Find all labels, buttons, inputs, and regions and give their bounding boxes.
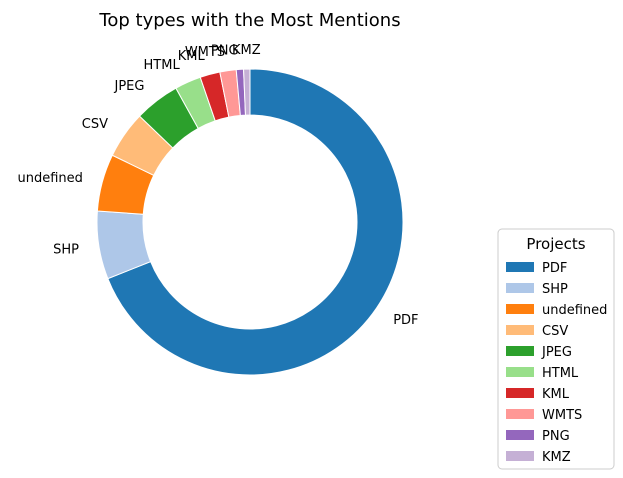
legend-swatch-kml — [506, 388, 534, 398]
legend-swatch-pdf — [506, 262, 534, 272]
legend-label-csv: CSV — [542, 324, 568, 339]
slice-label-wmts: WMTS — [185, 45, 225, 60]
legend: Projects PDF SHP undefined CSV JPEG HTML KML WM… — [497, 228, 615, 470]
legend-label-kmz: KMZ — [542, 450, 571, 465]
legend-swatch-csv — [506, 325, 534, 335]
legend-label-jpeg: JPEG — [541, 345, 572, 360]
chart-title: Top types with the Most Mentions — [98, 10, 400, 31]
donut-slice-kmz — [243, 68, 251, 116]
donut-slices — [96, 68, 404, 376]
slice-label-kmz: KMZ — [232, 43, 261, 58]
legend-swatch-wmts — [506, 409, 534, 419]
slice-label-csv: CSV — [82, 117, 108, 132]
slice-label-pdf: PDF — [393, 313, 418, 328]
legend-label-undefined: undefined — [542, 303, 607, 318]
slice-label-png: PNG — [211, 43, 239, 58]
slice-label-jpeg: JPEG — [114, 79, 145, 94]
legend-swatch-kmz — [506, 451, 534, 461]
legend-label-pdf: PDF — [542, 261, 567, 276]
legend-label-wmts: WMTS — [542, 408, 582, 423]
legend-swatch-shp — [506, 283, 534, 293]
legend-swatch-undefined — [506, 304, 534, 314]
legend-label-png: PNG — [542, 429, 570, 444]
slice-label-kml: KML — [178, 49, 206, 64]
slice-label-undefined: undefined — [17, 171, 82, 186]
legend-swatch-html — [506, 367, 534, 377]
legend-swatch-png — [506, 430, 534, 440]
slice-label-html: HTML — [144, 58, 181, 73]
legend-label-shp: SHP — [542, 282, 568, 297]
legend-items: PDF SHP undefined CSV JPEG HTML KML WMTS PNG KMZ — [506, 261, 607, 465]
legend-swatch-jpeg — [506, 346, 534, 356]
legend-label-html: HTML — [542, 366, 579, 381]
legend-label-kml: KML — [542, 387, 570, 402]
slice-label-shp: SHP — [53, 242, 79, 257]
legend-title: Projects — [526, 235, 585, 253]
donut-slice-pdf — [107, 68, 404, 376]
